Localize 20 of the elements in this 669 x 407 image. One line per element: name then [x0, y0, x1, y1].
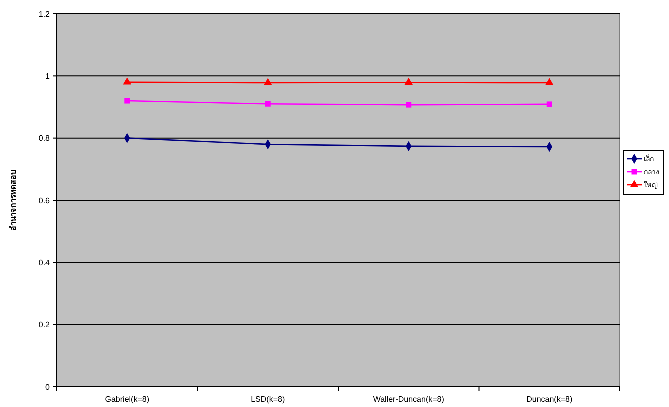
point: [264, 78, 272, 86]
y-tick-label: 1.2: [38, 10, 51, 19]
y-tick-label: 0.4: [38, 258, 51, 268]
point: [406, 102, 412, 108]
x-tick-label: Duncan(k=8): [526, 395, 573, 404]
x-tick-label: Gabriel(k=8): [105, 395, 150, 404]
point: [545, 78, 554, 86]
y-tick-label: 1: [46, 72, 51, 81]
point: [546, 102, 552, 108]
y-tick-label: 0: [46, 382, 51, 392]
y-tick-label: 0.8: [38, 134, 51, 144]
y-tick-label: 0.6: [38, 196, 51, 206]
point: [404, 78, 414, 86]
y-tick-label: 0.2: [38, 320, 51, 330]
point: [124, 98, 130, 104]
point: [265, 101, 271, 107]
x-tick-label: LSD(k=8): [251, 395, 286, 404]
point: [123, 78, 132, 85]
y-axis-title: อำนาจการทดสอบ: [9, 170, 18, 231]
x-tick-label: Waller-Duncan(k=8): [373, 395, 445, 404]
